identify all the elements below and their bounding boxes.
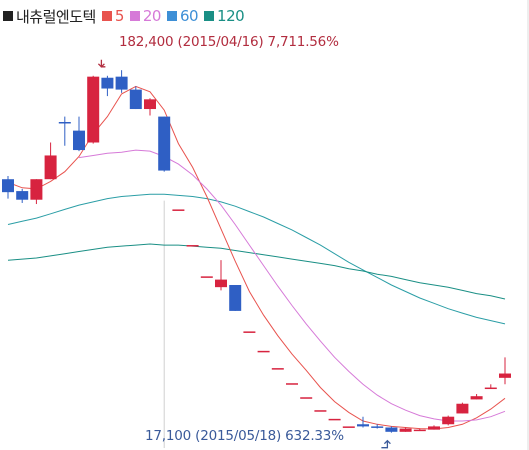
candle-body (413, 429, 426, 432)
candle (158, 116, 171, 172)
legend-item-ma5: 5 (101, 7, 125, 25)
candle-body (314, 410, 327, 412)
candle-body (428, 426, 440, 430)
chart-legend: 내츄럴엔도텍 5 20 60 120 (3, 6, 250, 26)
candle (229, 284, 242, 311)
candle-body (158, 116, 171, 171)
candle (16, 188, 29, 203)
candles (2, 70, 511, 433)
high-price-annotation: 182,400 (2015/04/16) 7,711.56% (119, 34, 339, 50)
ma20-line (78, 149, 506, 422)
candle (200, 276, 213, 278)
candle (442, 415, 455, 426)
candle (58, 116, 71, 146)
ma5-label: 5 (114, 7, 125, 25)
candle (428, 425, 440, 430)
candle (115, 70, 128, 93)
candle-body (44, 155, 57, 180)
low-price-annotation: 17,100 (2015/05/18) 632.33% (145, 428, 344, 444)
candle (215, 260, 227, 291)
candle (286, 383, 298, 385)
stock-name: 내츄럴엔도텍 (16, 7, 96, 26)
candle-body (371, 426, 384, 428)
candle-body (58, 121, 71, 124)
candle (385, 426, 398, 433)
candle (87, 75, 100, 144)
ma60-label: 60 (179, 7, 199, 25)
candle-body (229, 284, 242, 311)
candle (186, 245, 199, 247)
candle (342, 426, 355, 428)
candle-body (115, 76, 128, 90)
low-marker-arrow-icon (381, 439, 391, 449)
candle-body (73, 130, 85, 151)
candle (314, 410, 327, 412)
candle-body (172, 209, 185, 211)
candle (357, 416, 369, 428)
legend-item-ma20: 20 (129, 7, 162, 25)
candle-body (186, 245, 199, 247)
candle (371, 424, 384, 429)
candle-body (16, 191, 29, 200)
candle-body (129, 89, 142, 110)
candle (30, 179, 43, 205)
candle (243, 331, 256, 333)
long-ma-line-0 (7, 193, 506, 325)
candle (101, 75, 114, 97)
candle-body (357, 424, 369, 427)
candle-body (2, 179, 14, 193)
candle-body (300, 397, 313, 399)
ma60-swatch-icon (166, 11, 177, 21)
candle-body (442, 416, 455, 425)
candle-body (101, 77, 114, 89)
candle (484, 384, 497, 390)
candle (144, 98, 156, 116)
candle-body (499, 373, 511, 378)
legend-item-ma120: 120 (204, 7, 245, 25)
candle (328, 418, 341, 421)
high-marker-arrow-icon (97, 59, 106, 68)
ma5-swatch-icon (101, 11, 112, 21)
ma120-label: 120 (217, 7, 245, 25)
candle-body (342, 426, 355, 428)
legend-square-icon (3, 11, 13, 21)
candle (129, 86, 142, 110)
candle-body (470, 396, 483, 400)
candle-body (399, 428, 412, 432)
candle-body (30, 179, 43, 200)
candle (271, 368, 284, 370)
long-ma-line-1 (7, 243, 506, 300)
candle-body (200, 276, 213, 278)
candle-body (271, 368, 284, 370)
candle (399, 427, 412, 432)
candle-body (286, 383, 298, 385)
candle (257, 350, 270, 353)
candle-body (243, 331, 256, 333)
legend-item-ma60: 60 (166, 7, 199, 25)
candle (44, 142, 57, 180)
candle-body (385, 427, 398, 432)
candle (172, 209, 185, 211)
candle-body (215, 279, 227, 288)
candle (413, 428, 426, 432)
ma20-label: 20 (142, 7, 162, 25)
candle-body (456, 403, 469, 414)
candle-body (257, 350, 270, 353)
candle (456, 402, 469, 414)
ma20-swatch-icon (129, 11, 140, 21)
candle (2, 175, 14, 199)
candle (499, 357, 511, 385)
candle-body (144, 99, 156, 110)
candle (300, 397, 313, 399)
candle (73, 116, 85, 152)
candle-body (484, 387, 497, 390)
candle-body (87, 76, 100, 143)
candle (470, 394, 483, 400)
candle-body (328, 418, 341, 421)
ma120-swatch-icon (204, 11, 215, 21)
